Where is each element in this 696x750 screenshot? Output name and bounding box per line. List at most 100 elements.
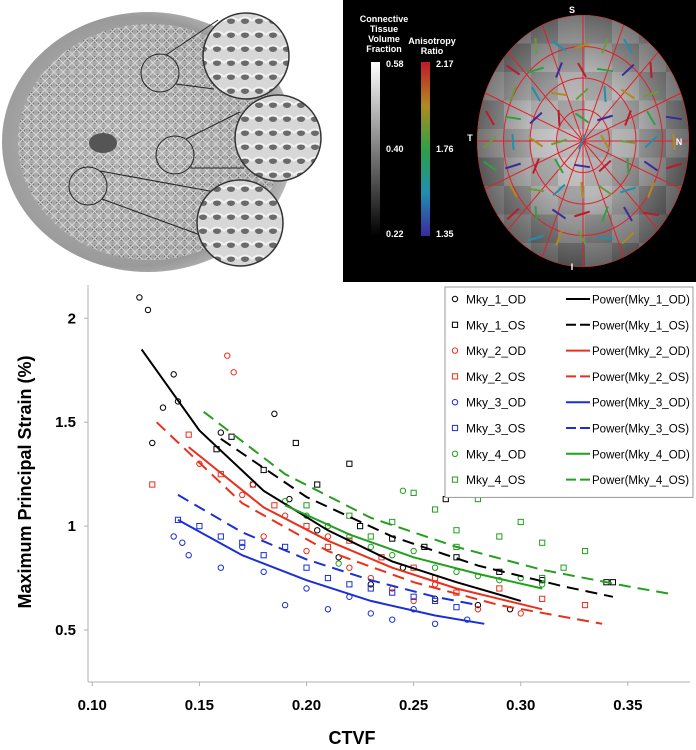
data-point [230,369,237,376]
map-arrow [643,160,659,172]
legend-box [444,286,694,498]
map-arrow [527,187,545,193]
data-point [239,543,246,551]
map-arrow [621,231,635,245]
orientation-label: S [569,5,575,15]
map-arrow [531,86,541,102]
data-point [281,601,289,609]
data-point [453,527,460,534]
data-point [431,597,439,605]
data-point [431,564,439,571]
legend-label: Power(Mky_3_OS) [592,424,689,436]
map-radial [582,140,662,234]
data-point [389,589,396,596]
map-arrow [596,235,614,241]
data-point [389,518,396,526]
legend-marker [451,424,459,432]
data-point [539,595,546,602]
y-tick-label: 1 [68,518,76,535]
legend-label: Mky_4_OD [466,447,526,461]
map-radial [582,90,685,142]
orientation-label: T [467,133,473,143]
map-arrow [528,136,544,148]
data-point [314,481,321,488]
map-arrow [482,160,498,172]
data-point [260,533,267,540]
fit-line [155,421,603,625]
data-point [431,620,439,628]
map-cell [612,43,639,72]
y-tick-label: 1.5 [55,414,76,431]
data-point [410,547,417,555]
colorbar-tick-label: 0.40 [386,144,404,154]
data-point [346,537,353,544]
map-arrow [529,111,543,125]
map-arrow [551,40,567,52]
map-arrow [504,115,522,121]
data-point [174,398,182,405]
fit-line [177,519,485,625]
data-point [496,533,503,540]
data-point [217,429,225,436]
data-point [159,404,167,411]
data-point [581,547,589,555]
map-arrow [649,61,653,79]
data-point [239,539,246,546]
data-point [367,585,374,592]
data-point [367,533,374,540]
data-point [217,564,225,571]
map-radial [582,140,626,262]
data-point [179,539,186,546]
anisotropy-colorbar-title: Anisotropy Ratio [408,36,456,56]
map-arrow [643,90,659,98]
map-arrow [509,86,517,102]
data-point [399,487,407,494]
ctvf-colorbar [371,62,380,236]
map-radial [582,48,662,142]
data-point [303,547,310,555]
map-cell [504,129,531,158]
data-point [149,439,156,447]
map-arrow [620,186,636,194]
legend-label: Power(Mky_1_OS) [592,320,689,332]
map-cell [504,157,531,186]
ctvf-colorbar-title: Connective Tissue Volume Fraction [359,14,409,54]
map-arrow [485,110,495,126]
map-cell [612,72,639,101]
y-tick-label: 0.5 [55,622,76,639]
legend-label: Power(Mky_2_OD) [592,346,690,358]
data-point [389,616,396,623]
data-point [453,604,460,611]
map-arrow [624,110,632,126]
legend-label: Power(Mky_3_OD) [592,398,690,410]
map-arrow [574,210,590,218]
map-cell [477,129,504,158]
data-point [410,597,417,605]
legend-label: Mky_1_OS [466,318,525,332]
data-point [239,491,246,499]
map-cell [504,100,531,129]
x-tick-label: 0.35 [613,697,642,714]
map-arrow [626,157,630,175]
map-arrow [554,158,564,174]
map-cell [612,214,639,243]
legend-label: Mky_3_OS [466,422,525,436]
colorbar-tick-label: 2.17 [436,59,454,69]
legend-marker [451,321,459,328]
map-arrow [577,62,587,78]
data-point [335,554,342,561]
legend-label: Mky_4_OS [466,473,525,487]
fit-line [188,446,543,611]
legend-marker [451,399,459,406]
data-point [539,539,546,546]
map-arrow [598,159,612,173]
data-point [324,606,332,613]
legend-label: Mky_1_OD [466,293,526,307]
map-arrow [647,182,655,198]
map-arrow [534,205,538,223]
map-arrow [578,134,586,150]
map-cell [666,157,689,186]
anisotropy-colorbar [421,62,430,236]
data-point [346,581,353,588]
map-arrow [621,63,635,77]
